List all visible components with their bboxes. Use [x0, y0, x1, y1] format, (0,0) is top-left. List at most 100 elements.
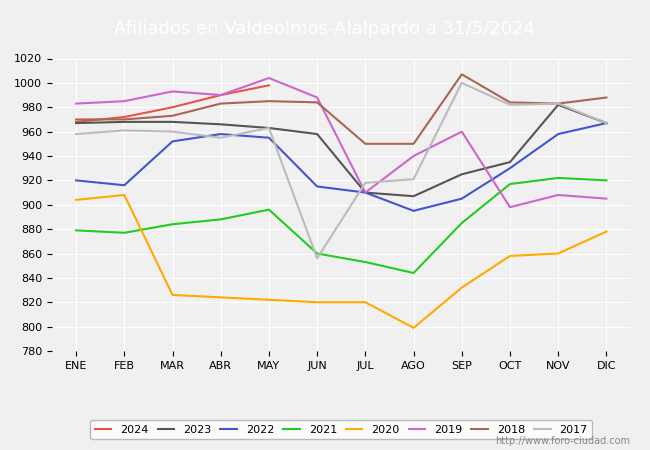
2020: [313, 300, 321, 305]
2019: [458, 129, 465, 134]
2023: [217, 122, 225, 127]
2017: [361, 180, 369, 185]
2018: [506, 100, 514, 105]
2022: [265, 135, 273, 140]
2019: [217, 92, 225, 98]
2022: [168, 139, 176, 144]
2023: [168, 119, 176, 125]
2023: [506, 159, 514, 165]
2020: [217, 295, 225, 300]
2017: [554, 101, 562, 106]
2018: [554, 101, 562, 106]
2018: [72, 117, 80, 122]
2023: [458, 171, 465, 177]
2022: [458, 196, 465, 201]
Text: http://www.foro-ciudad.com: http://www.foro-ciudad.com: [495, 436, 630, 446]
2021: [217, 217, 225, 222]
2020: [120, 192, 128, 198]
2022: [313, 184, 321, 189]
2022: [361, 190, 369, 195]
2017: [120, 128, 128, 133]
2022: [603, 121, 610, 126]
2018: [217, 101, 225, 106]
Line: 2021: 2021: [76, 178, 606, 273]
2020: [554, 251, 562, 256]
2019: [603, 196, 610, 201]
2023: [265, 125, 273, 130]
Line: 2023: 2023: [76, 105, 606, 196]
2019: [554, 192, 562, 198]
2021: [410, 270, 417, 276]
2017: [506, 102, 514, 108]
2022: [72, 178, 80, 183]
2021: [120, 230, 128, 235]
2023: [603, 121, 610, 126]
2017: [217, 135, 225, 140]
2022: [410, 208, 417, 214]
2020: [506, 253, 514, 259]
2021: [506, 181, 514, 187]
2019: [168, 89, 176, 94]
2019: [361, 190, 369, 195]
2023: [410, 194, 417, 199]
2018: [603, 95, 610, 100]
2017: [458, 80, 465, 86]
2024: [120, 114, 128, 120]
2023: [554, 102, 562, 108]
2021: [603, 178, 610, 183]
2019: [265, 75, 273, 81]
Legend: 2024, 2023, 2022, 2021, 2020, 2019, 2018, 2017: 2024, 2023, 2022, 2021, 2020, 2019, 2018…: [90, 420, 592, 439]
2022: [554, 131, 562, 137]
2018: [458, 72, 465, 77]
2020: [458, 285, 465, 290]
2021: [168, 221, 176, 227]
2019: [313, 95, 321, 100]
2024: [265, 83, 273, 88]
2018: [265, 99, 273, 104]
2022: [217, 131, 225, 137]
2024: [168, 104, 176, 110]
2021: [361, 259, 369, 265]
2020: [72, 197, 80, 202]
2024: [217, 92, 225, 98]
2021: [554, 175, 562, 180]
Line: 2019: 2019: [76, 78, 606, 207]
2019: [506, 204, 514, 210]
2019: [410, 153, 417, 159]
Line: 2017: 2017: [76, 83, 606, 258]
Line: 2018: 2018: [76, 74, 606, 144]
2021: [458, 220, 465, 226]
2019: [120, 99, 128, 104]
2023: [120, 119, 128, 125]
2023: [72, 121, 80, 126]
2017: [72, 131, 80, 137]
2018: [410, 141, 417, 147]
2024: [72, 119, 80, 125]
Text: Afiliados en Valdeolmos-Alalpardo a 31/5/2024: Afiliados en Valdeolmos-Alalpardo a 31/5…: [114, 20, 536, 38]
2017: [168, 129, 176, 134]
2023: [361, 190, 369, 195]
Line: 2020: 2020: [76, 195, 606, 328]
2017: [410, 176, 417, 182]
2018: [120, 117, 128, 122]
2018: [361, 141, 369, 147]
2020: [168, 292, 176, 297]
2021: [313, 251, 321, 256]
2018: [313, 100, 321, 105]
2020: [265, 297, 273, 302]
2017: [603, 121, 610, 126]
2021: [72, 228, 80, 233]
2017: [265, 125, 273, 130]
2020: [361, 300, 369, 305]
2019: [72, 101, 80, 106]
2022: [120, 183, 128, 188]
2018: [168, 113, 176, 118]
2020: [410, 325, 417, 331]
2020: [603, 229, 610, 234]
Line: 2022: 2022: [76, 123, 606, 211]
2021: [265, 207, 273, 212]
2017: [313, 256, 321, 261]
2022: [506, 166, 514, 171]
Line: 2024: 2024: [76, 86, 269, 122]
2023: [313, 131, 321, 137]
